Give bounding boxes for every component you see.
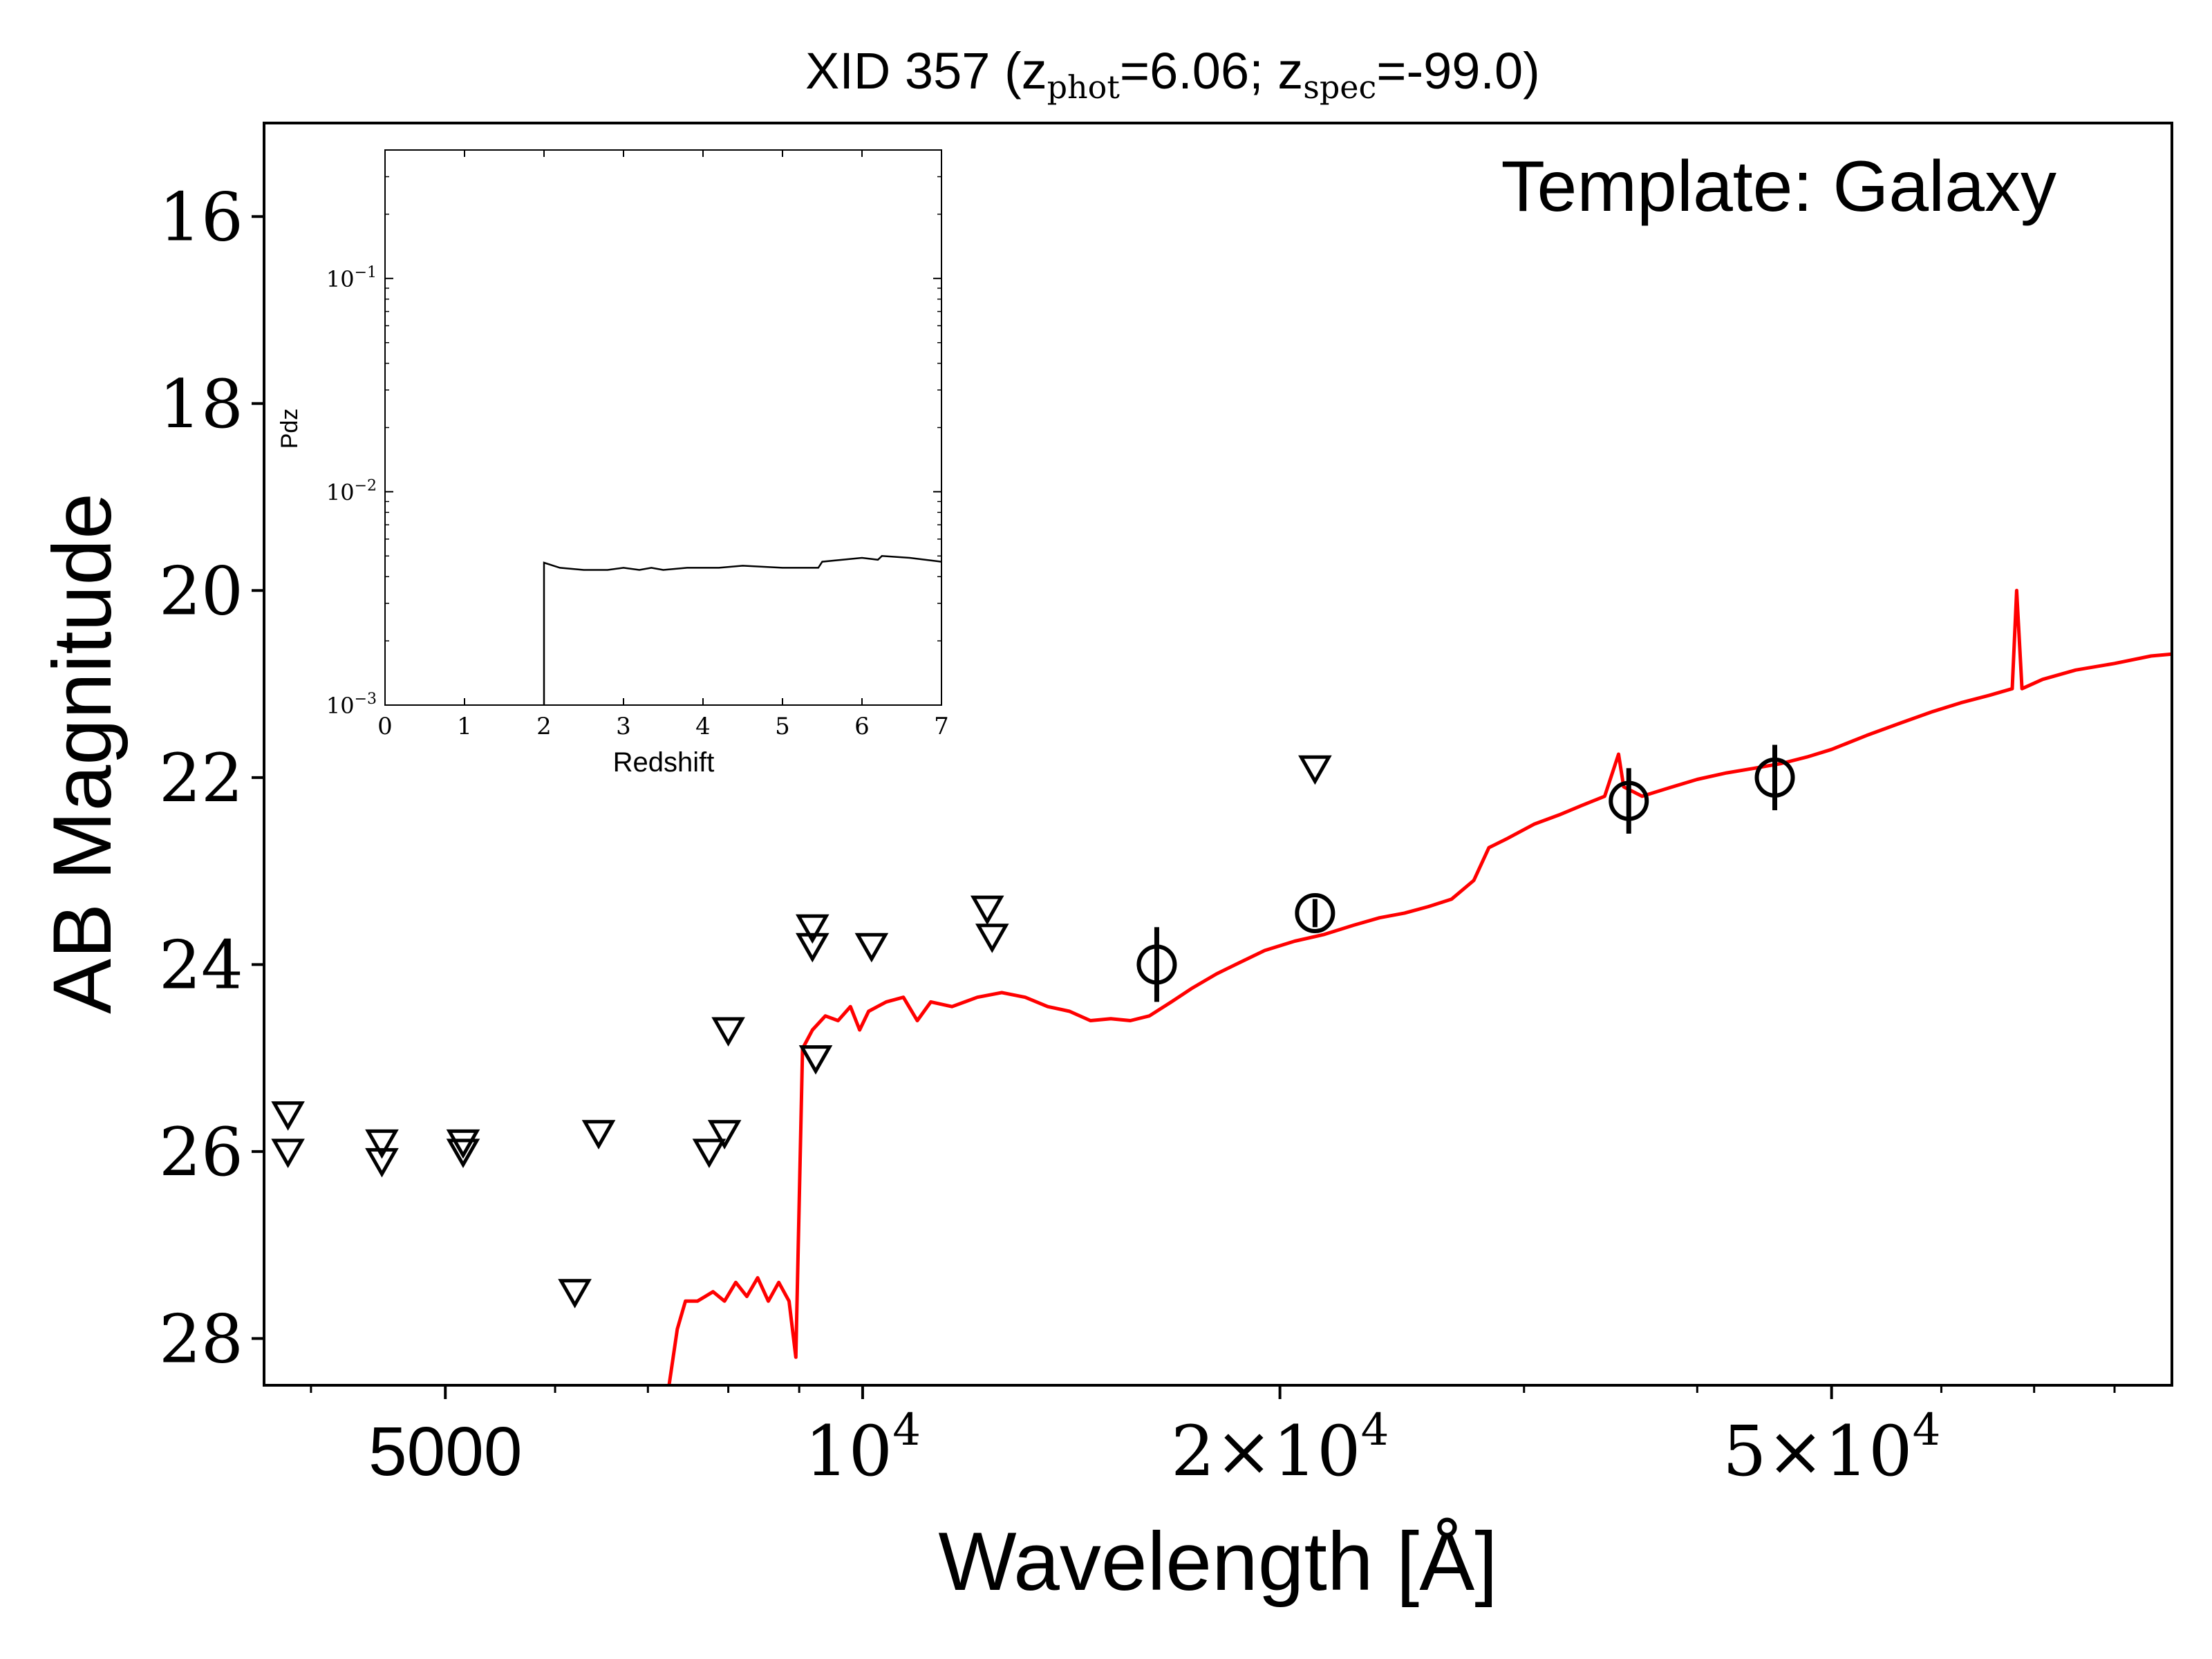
- upper-limit-point: [970, 895, 1004, 926]
- upper-limit-point: [692, 1138, 727, 1168]
- x-tick-label: 2×104: [1171, 1405, 1389, 1492]
- upper-limit-point: [271, 1138, 305, 1168]
- main-plot-area: [271, 588, 2172, 1385]
- detection-point: [1609, 780, 1649, 821]
- inset-x-tick-label: 6: [854, 713, 870, 740]
- x-tick-label: 104: [805, 1405, 921, 1492]
- inset-x-tick-label: 3: [616, 713, 631, 740]
- upper-limit-point: [975, 924, 1009, 953]
- upper-limit-point: [271, 1101, 305, 1131]
- upper-limit-point: [798, 1045, 833, 1075]
- chart-title: XID 357 (zphot=6.06; zspec=-99.0): [805, 42, 1540, 106]
- upper-limit-point: [446, 1129, 480, 1159]
- y-tick-label: 16: [159, 178, 243, 256]
- inset-x-tick-label: 0: [377, 713, 393, 740]
- template-annotation: Template: Galaxy: [1501, 147, 2056, 227]
- detection-point: [1295, 892, 1335, 933]
- y-tick-label: 22: [159, 740, 243, 817]
- inset-y-tick-label: 10−2: [326, 477, 377, 505]
- upper-limit-point: [707, 1120, 742, 1150]
- inset-y-tick-label: 10−3: [326, 691, 377, 719]
- inset-y-label: Pdz: [276, 409, 303, 449]
- upper-limit-point: [796, 914, 830, 944]
- y-tick-label: 28: [159, 1300, 243, 1378]
- model-spectrum-line: [667, 588, 2172, 1385]
- inset-x-tick-label: 5: [775, 713, 790, 740]
- x-tick-label: 5×104: [1723, 1405, 1940, 1492]
- y-tick-label: 24: [159, 926, 243, 1004]
- upper-limit-point: [1298, 755, 1332, 785]
- pdz-line: [543, 555, 941, 705]
- upper-limit-point: [365, 1129, 399, 1159]
- y-tick-label: 18: [159, 366, 243, 443]
- detection-point: [1754, 757, 1795, 798]
- upper-limit-point: [558, 1279, 592, 1309]
- upper-limit-point: [854, 932, 889, 963]
- upper-limit-point: [581, 1120, 616, 1150]
- x-axis-label: Wavelength [Å]: [938, 1515, 1497, 1608]
- y-tick-label: 20: [159, 552, 243, 630]
- y-tick-label: 26: [159, 1114, 243, 1191]
- inset-x-tick-label: 2: [536, 713, 552, 740]
- inset-y-tick-label: 10−1: [326, 264, 377, 292]
- inset-x-tick-label: 1: [457, 713, 472, 740]
- upper-limit-point: [446, 1138, 480, 1168]
- x-tick-label: 5000: [368, 1413, 522, 1490]
- upper-limit-point: [796, 932, 830, 963]
- y-axis-label: AB Magnitude: [36, 493, 129, 1014]
- inset-x-tick-label: 4: [695, 713, 711, 740]
- inset-background: [385, 150, 941, 705]
- main-plot-frame: [263, 122, 2173, 1387]
- detection-point: [1136, 944, 1177, 985]
- pdz-inset: 0 1 2 3 4 5 6 7 10−1 10−2 10−3 Redshift Pdz: [276, 149, 949, 778]
- inset-x-label: Redshift: [613, 747, 715, 778]
- upper-limit-point: [711, 1017, 745, 1047]
- upper-limit-point: [365, 1147, 399, 1178]
- inset-x-tick-label: 7: [934, 713, 949, 740]
